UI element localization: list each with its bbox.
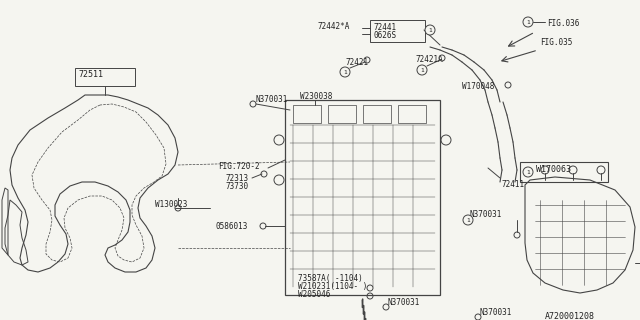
Text: N370031: N370031 bbox=[480, 308, 513, 317]
Text: FIG.720-2: FIG.720-2 bbox=[218, 162, 260, 171]
Bar bbox=[75, 68, 135, 86]
Text: 1: 1 bbox=[343, 69, 347, 75]
Circle shape bbox=[340, 67, 350, 77]
Circle shape bbox=[463, 215, 473, 225]
Text: 72313: 72313 bbox=[225, 174, 248, 183]
Bar bbox=[328, 105, 356, 123]
Circle shape bbox=[523, 17, 533, 27]
Text: 73587A( -1104): 73587A( -1104) bbox=[298, 274, 363, 283]
Text: 1: 1 bbox=[466, 218, 470, 222]
Text: W230038: W230038 bbox=[300, 92, 332, 101]
Circle shape bbox=[417, 65, 427, 75]
Text: FIG.035: FIG.035 bbox=[540, 38, 572, 47]
Text: 72421: 72421 bbox=[345, 58, 368, 67]
Bar bbox=[293, 105, 321, 123]
Bar bbox=[370, 20, 425, 42]
Text: 72441: 72441 bbox=[373, 23, 396, 32]
Text: 1: 1 bbox=[526, 20, 530, 25]
Bar bbox=[363, 105, 391, 123]
Text: N370031: N370031 bbox=[470, 210, 502, 219]
Text: 1: 1 bbox=[420, 68, 424, 73]
Text: W210231(1104- ): W210231(1104- ) bbox=[298, 282, 367, 291]
Text: A720001208: A720001208 bbox=[545, 312, 595, 320]
Text: 0626S: 0626S bbox=[373, 31, 396, 40]
Text: 0586013: 0586013 bbox=[215, 222, 248, 231]
Text: W130023: W130023 bbox=[155, 200, 188, 209]
Text: 73730: 73730 bbox=[225, 182, 248, 191]
Bar bbox=[520, 162, 608, 182]
Text: 1: 1 bbox=[428, 28, 432, 33]
Text: 1: 1 bbox=[526, 170, 530, 174]
Bar bbox=[398, 105, 426, 123]
Text: N370031: N370031 bbox=[388, 298, 420, 307]
Text: FIG.036: FIG.036 bbox=[547, 19, 579, 28]
Text: W170063: W170063 bbox=[536, 165, 571, 174]
Text: N370031: N370031 bbox=[255, 95, 287, 104]
Circle shape bbox=[523, 167, 533, 177]
Text: 72511: 72511 bbox=[78, 70, 103, 79]
Text: W205046: W205046 bbox=[298, 290, 330, 299]
Circle shape bbox=[425, 25, 435, 35]
Text: 72442*A: 72442*A bbox=[318, 22, 350, 31]
Bar bbox=[285, 100, 440, 295]
Text: 72421A: 72421A bbox=[415, 55, 443, 64]
Text: W170048: W170048 bbox=[462, 82, 494, 91]
Text: 72411: 72411 bbox=[502, 180, 525, 189]
